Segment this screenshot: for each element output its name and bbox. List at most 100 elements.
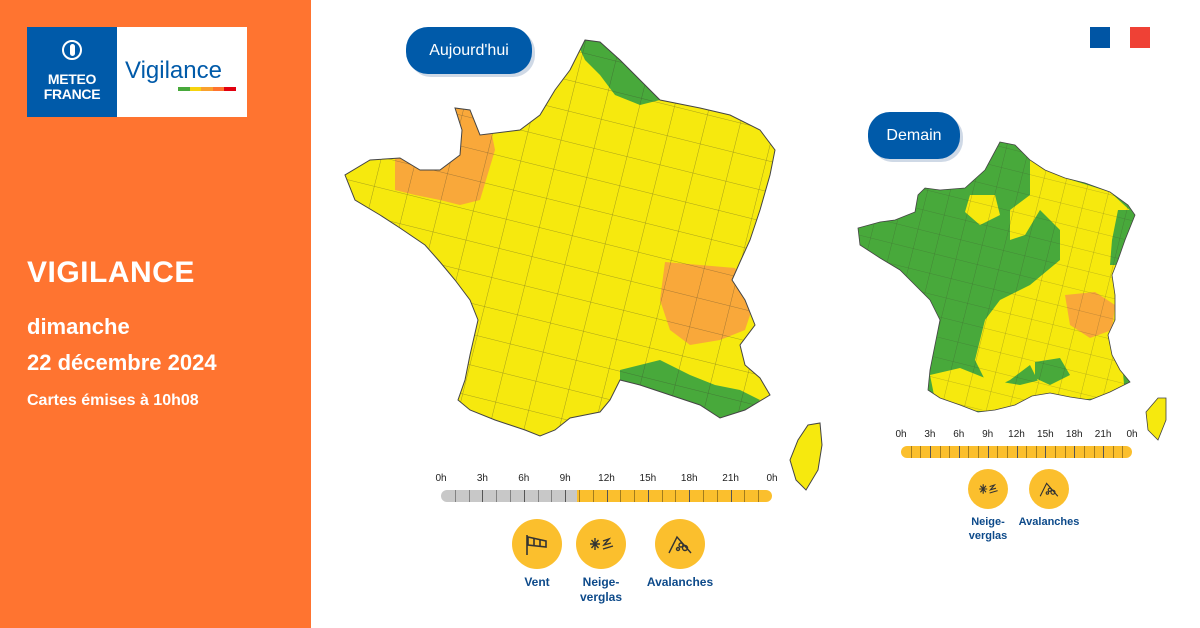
today-timeline-hour-mark — [578, 490, 580, 502]
today-timeline-hour-mark — [523, 490, 525, 502]
today-timeline: 0h 3h 6h 9h 12h 15h 18h 21h 0h — [435, 473, 778, 509]
tab-tomorrow[interactable]: Demain — [868, 112, 960, 159]
panel-issued-time: Cartes émises à 10h08 — [27, 392, 199, 409]
today-map — [344, 39, 823, 491]
today-timeline-level-segment — [576, 490, 772, 502]
tomorrow-timeline-tick-label: 18h — [1065, 429, 1083, 440]
hazard-snow-ice-label-line2: verglas — [579, 590, 623, 604]
today-timeline-hour-mark — [689, 490, 691, 502]
tomorrow-timeline-tick-label: 21h — [1094, 429, 1112, 440]
tomorrow-timeline-hour-mark — [1045, 446, 1047, 458]
today-timeline-hour-mark — [551, 490, 553, 502]
tomorrow-map — [857, 141, 1167, 441]
tomorrow-timeline-hour-mark — [1122, 446, 1124, 458]
tomorrow-timeline: 0h 3h 6h 9h 12h 15h 18h 21h 0h — [895, 429, 1138, 465]
today-timeline-tick-label: 0h — [766, 473, 778, 484]
today-timeline-tick-label: 18h — [680, 473, 698, 484]
hazard-snow-ice-tomorrow-label: Neige-verglas — [958, 515, 1018, 543]
today-timeline-hour-mark — [675, 490, 677, 502]
hazard-avalanche[interactable]: Avalanches — [640, 519, 720, 590]
today-timeline-level-bar — [441, 490, 772, 502]
tomorrow-timeline-tick-label: 15h — [1037, 429, 1054, 440]
tomorrow-timeline-tick-label: 0h — [895, 429, 907, 440]
hazard-snow-ice[interactable]: Neige-verglas — [570, 519, 632, 605]
snow-ice-icon — [968, 469, 1008, 509]
today-timeline-tick-label: 3h — [476, 473, 488, 484]
tomorrow-timeline-hour-mark — [1006, 446, 1008, 458]
tab-today[interactable]: Aujourd'hui — [406, 27, 532, 74]
snow-ice-icon — [576, 519, 626, 569]
tomorrow-timeline-tick-label: 0h — [1126, 429, 1138, 440]
today-timeline-hour-mark — [620, 490, 622, 502]
today-timeline-hour-mark — [758, 490, 760, 502]
meteo-france-vigilance-logo[interactable]: METEO FRANCE Vigilance — [27, 27, 247, 117]
today-timeline-tick-label: 15h — [639, 473, 657, 484]
today-timeline-hour-mark — [634, 490, 636, 502]
hazard-snow-ice-label-line1: Neige- — [582, 575, 620, 589]
tomorrow-timeline-hour-mark — [1083, 446, 1085, 458]
tomorrow-timeline-tick-label: 3h — [924, 429, 936, 440]
today-timeline-hour-mark — [661, 490, 663, 502]
tomorrow-timeline-hour-mark — [1064, 446, 1066, 458]
hazard-snow-ice-tomorrow-label-line2: verglas — [968, 530, 1008, 542]
tomorrow-timeline-hour-mark — [968, 446, 970, 458]
tomorrow-timeline-hour-mark — [1103, 446, 1105, 458]
tomorrow-timeline-hour-mark — [920, 446, 922, 458]
bar-yellow — [189, 87, 202, 91]
tomorrow-timeline-tick-label: 12h — [1008, 429, 1025, 440]
french-flag-icon — [1090, 27, 1150, 48]
today-timeline-hour-mark — [716, 490, 718, 502]
info-panel: METEO FRANCE Vigilance VIGILANCE dimanch… — [0, 0, 311, 628]
bar-dark-orange — [212, 87, 225, 91]
bar-green — [178, 87, 190, 91]
today-timeline-tick-label: 6h — [518, 473, 530, 484]
panel-title: VIGILANCE — [27, 256, 195, 289]
tomorrow-timeline-hour-mark — [1055, 446, 1056, 458]
panel-day: dimanche — [27, 314, 130, 339]
today-timeline-tick-label: 21h — [722, 473, 739, 484]
tomorrow-timeline-hour-mark — [1016, 446, 1018, 458]
today-timeline-hour-mark — [537, 490, 539, 502]
bar-orange — [201, 87, 213, 91]
vigilance-color-bar — [178, 87, 236, 91]
tomorrow-timeline-tick-label: 9h — [982, 429, 994, 440]
avalanche-icon — [1029, 469, 1069, 509]
hazard-avalanche-tomorrow-label: Avalanches — [1018, 516, 1080, 528]
tomorrow-timeline-hour-mark — [1074, 446, 1076, 458]
tomorrow-timeline-hour-mark — [910, 446, 912, 458]
tomorrow-timeline-hour-mark — [958, 446, 960, 458]
today-timeline-hour-mark — [468, 490, 470, 502]
hazard-avalanche-tomorrow[interactable]: Avalanches — [1012, 469, 1086, 529]
tomorrow-timeline-hour-mark — [997, 446, 999, 458]
today-timeline-tick-label: 0h — [435, 473, 447, 484]
today-timeline-hour-mark — [592, 490, 594, 502]
panel-date: 22 décembre 2024 — [27, 350, 217, 375]
tomorrow-timeline-hour-mark — [987, 446, 989, 458]
today-timeline-hour-mark — [703, 490, 705, 502]
today-timeline-hour-mark — [509, 490, 511, 502]
tomorrow-timeline-hour-mark — [929, 446, 931, 458]
hazard-avalanche-label: Avalanches — [646, 575, 714, 589]
hazard-snow-ice-tomorrow-label-line1: Neige- — [971, 516, 1005, 528]
today-timeline-hour-mark — [482, 490, 484, 502]
tomorrow-timeline-hour-mark — [1093, 446, 1095, 458]
tomorrow-timeline-hour-mark — [1026, 446, 1028, 458]
tomorrow-timeline-tick-label: 6h — [953, 429, 965, 440]
today-timeline-hour-mark — [647, 490, 649, 502]
bar-red — [224, 87, 236, 91]
today-timeline-hour-mark — [454, 490, 456, 502]
today-timeline-hour-mark — [606, 490, 608, 502]
tomorrow-timeline-hour-mark — [1035, 446, 1037, 458]
wind-icon — [512, 519, 562, 569]
hazard-wind[interactable]: Vent — [506, 519, 568, 590]
today-timeline-hour-mark — [730, 490, 732, 502]
hazard-snow-ice-tomorrow[interactable]: Neige-verglas — [958, 469, 1018, 543]
tomorrow-timeline-hour-mark — [978, 446, 979, 458]
globe-icon — [62, 40, 82, 60]
logo-line2: FRANCE — [43, 86, 101, 102]
today-timeline-tick-label: 12h — [598, 473, 615, 484]
hazard-wind-label: Vent — [524, 575, 550, 589]
tomorrow-timeline-hour-mark — [939, 446, 941, 458]
meteo-france-logo: METEO FRANCE — [27, 27, 117, 117]
